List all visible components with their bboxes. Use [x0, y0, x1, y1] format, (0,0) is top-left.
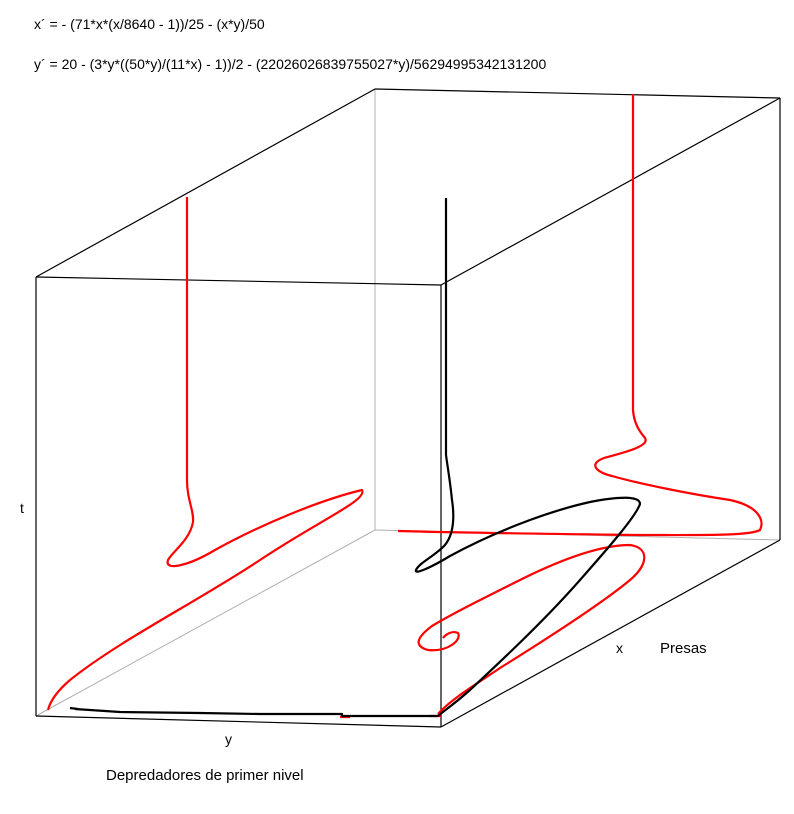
edge-bottom-right: [440, 539, 781, 728]
edge-top-back: [374, 88, 781, 99]
trajectory-floor-trace: [69, 706, 438, 718]
axis-label-y: y: [225, 731, 232, 747]
edge-top-front: [35, 276, 442, 286]
axis-label-x: x: [616, 640, 623, 656]
box-hidden-edges: [35, 89, 781, 717]
box-edges: [35, 88, 781, 728]
axis-title-presas: Presas: [660, 640, 707, 657]
axis-label-t: t: [20, 500, 24, 516]
projection-left-wall: [46, 197, 364, 711]
edge-top-right: [440, 97, 781, 286]
hidden-edge-floor-left: [35, 529, 376, 717]
edge-bottom-front: [35, 715, 442, 728]
edge-top-left: [35, 88, 376, 278]
equation-y-prime: y´ = 20 - (3*y*((50*y)/(11*x) - 1))/2 - …: [34, 56, 547, 72]
equation-x-prime: x´ = - (71*x*(x/8640 - 1))/25 - (x*y)/50: [34, 16, 265, 32]
projection-back-wall: [397, 94, 763, 537]
axis-title-depredadores: Depredadores de primer nivel: [106, 767, 304, 784]
trajectory-3d: [414, 198, 642, 717]
projection-floor: [340, 543, 646, 719]
